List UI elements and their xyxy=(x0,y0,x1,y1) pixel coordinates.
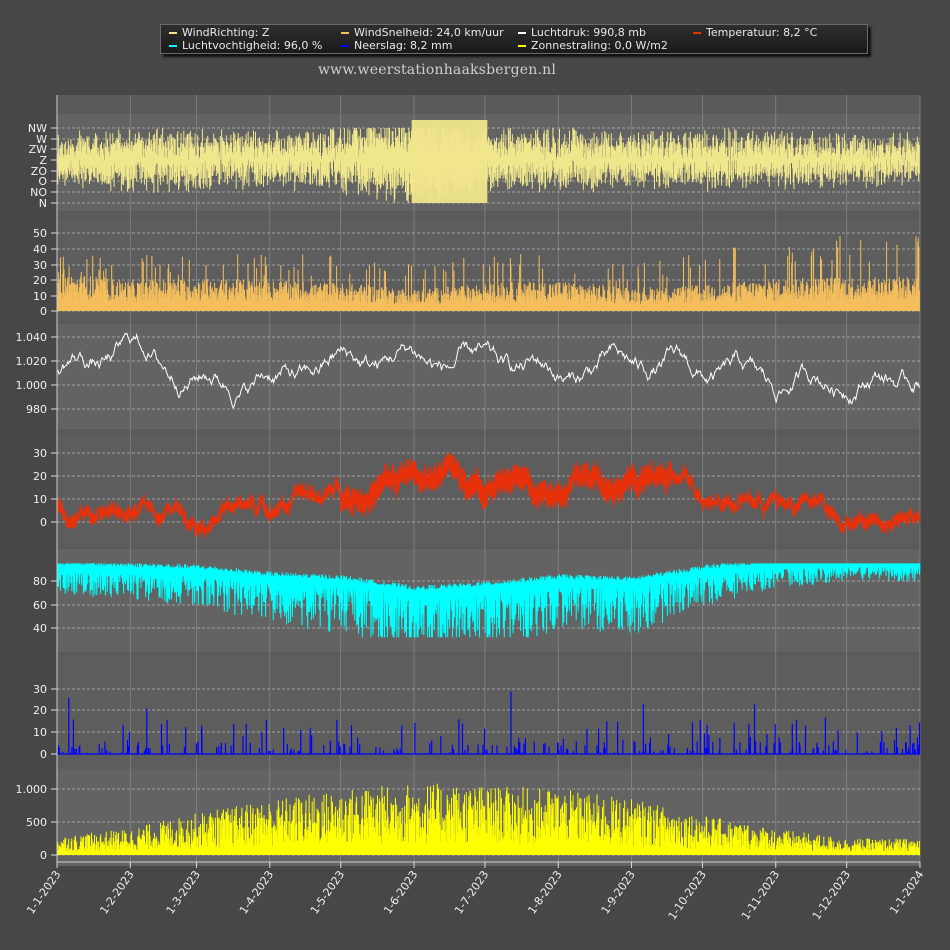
site-url[interactable]: www.weerstationhaaksbergen.nl xyxy=(318,62,557,78)
series-luchtvochtigheid xyxy=(56,563,921,638)
legend-item-zonnestraling: Zonnestraling: 0,0 W/m2 xyxy=(518,39,668,52)
panel-background xyxy=(57,656,920,769)
y-tick-label: NO xyxy=(30,186,47,199)
y-tick-label: 1.000 xyxy=(16,783,48,796)
legend-label: Temperatuur: 8,2 °C xyxy=(706,26,818,39)
y-tick-label: 30 xyxy=(33,259,47,272)
x-tick-label: 1-1-2024 xyxy=(887,868,926,916)
legend-item-neerslag: Neerslag: 8,2 mm xyxy=(341,39,452,52)
legend-item-windsnelheid: WindSnelheid: 24,0 km/uur xyxy=(341,26,504,39)
legend-label: WindRichting: Z xyxy=(182,26,270,39)
y-tick-label: Z xyxy=(39,154,47,167)
legend-swatch xyxy=(693,32,701,34)
legend-label: Luchtvochtigheid: 96,0 % xyxy=(182,39,323,52)
y-tick-label: 20 xyxy=(33,704,47,717)
y-tick-label: N xyxy=(39,197,47,210)
y-tick-label: 80 xyxy=(33,575,47,588)
x-tick-label: 1-12-2023 xyxy=(810,868,853,922)
series-windrichting-dense xyxy=(411,120,488,203)
series-zonnestraling-base xyxy=(57,851,920,855)
legend-swatch xyxy=(169,32,177,34)
y-tick-label: 30 xyxy=(33,683,47,696)
x-tick-label: 1-4-2023 xyxy=(237,868,276,916)
legend-label: Zonnestraling: 0,0 W/m2 xyxy=(531,39,668,52)
legend-item-temperatuur: Temperatuur: 8,2 °C xyxy=(693,26,817,39)
legend-swatch xyxy=(341,45,349,47)
x-tick-label: 1-11-2023 xyxy=(739,868,782,922)
legend-item-windrichting: WindRichting: Z xyxy=(169,26,269,39)
x-tick-label: 1-5-2023 xyxy=(308,868,347,916)
y-tick-label: 20 xyxy=(33,274,47,287)
legend: WindRichting: Z WindSnelheid: 24,0 km/uu… xyxy=(160,24,868,54)
y-tick-label: 1.040 xyxy=(16,331,48,344)
x-tick-label: 1-9-2023 xyxy=(599,868,638,916)
y-tick-label: W xyxy=(36,133,47,146)
y-tick-label: 10 xyxy=(33,726,47,739)
y-tick-label: 10 xyxy=(33,290,47,303)
y-tick-label: 0 xyxy=(40,849,47,862)
legend-swatch xyxy=(518,45,526,47)
x-tick-label: 1-6-2023 xyxy=(381,868,420,916)
y-tick-label: 50 xyxy=(33,227,47,240)
x-tick-label: 1-10-2023 xyxy=(666,868,709,922)
y-tick-label: 0 xyxy=(40,748,47,761)
y-tick-label: 1.020 xyxy=(16,355,48,368)
legend-label: Neerslag: 8,2 mm xyxy=(354,39,453,52)
y-tick-label: NW xyxy=(28,122,47,135)
y-tick-label: 980 xyxy=(26,403,47,416)
legend-item-luchtvochtigheid: Luchtvochtigheid: 96,0 % xyxy=(169,39,322,52)
legend-swatch xyxy=(169,45,177,47)
x-tick-label: 1-1-2023 xyxy=(24,868,63,916)
x-tick-label: 1-7-2023 xyxy=(452,868,491,916)
panel-background xyxy=(57,324,920,429)
legend-item-luchtdruk: Luchtdruk: 990,8 mb xyxy=(518,26,646,39)
y-tick-label: 60 xyxy=(33,599,47,612)
y-tick-label: ZO xyxy=(31,165,48,178)
legend-label: WindSnelheid: 24,0 km/uur xyxy=(354,26,504,39)
series-temperatuur xyxy=(56,452,921,539)
y-tick-label: 40 xyxy=(33,243,47,256)
legend-label: Luchtdruk: 990,8 mb xyxy=(531,26,646,39)
y-tick-label: 30 xyxy=(33,447,47,460)
y-tick-label: 0 xyxy=(40,516,47,529)
y-tick-label: ZW xyxy=(29,143,48,156)
x-tick-label: 1-8-2023 xyxy=(525,868,564,916)
y-tick-label: O xyxy=(38,175,47,188)
legend-swatch xyxy=(341,32,349,34)
legend-swatch xyxy=(518,32,526,34)
y-tick-label: 0 xyxy=(40,305,47,318)
x-tick-label: 1-2-2023 xyxy=(97,868,136,916)
series-luchtdruk xyxy=(56,332,921,409)
series-neerslag xyxy=(57,691,921,754)
y-tick-label: 1.000 xyxy=(16,379,48,392)
y-tick-label: 20 xyxy=(33,470,47,483)
x-tick-label: 1-3-2023 xyxy=(164,868,203,916)
y-tick-label: 10 xyxy=(33,493,47,506)
y-tick-label: 500 xyxy=(26,816,47,829)
y-tick-label: 40 xyxy=(33,622,47,635)
